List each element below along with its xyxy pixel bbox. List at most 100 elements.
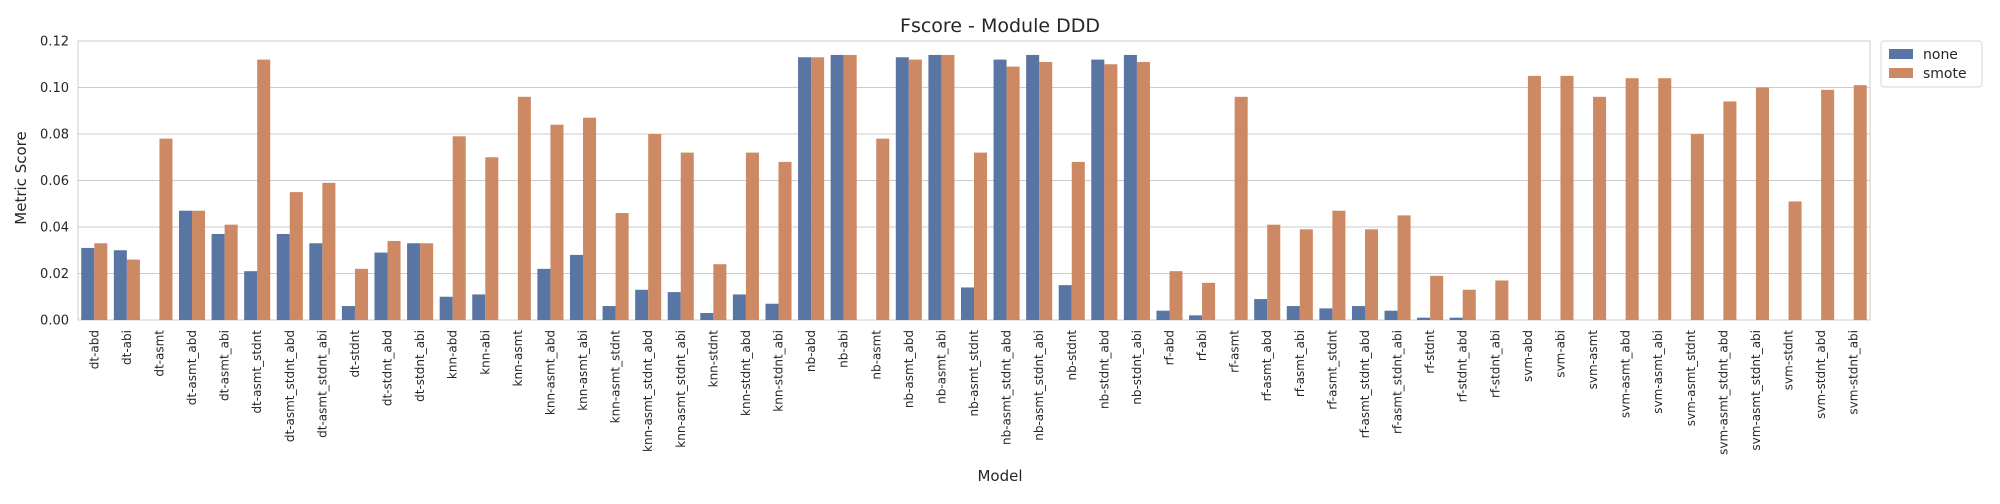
x-tick-label: rf-asmt_stdnt_abd	[1358, 330, 1372, 438]
bar-smote-nb-asmt_stdnt_abi	[1039, 61, 1053, 321]
x-tick-label: svm-asmt_abi	[1651, 330, 1665, 414]
bar-smote-rf-abi	[1202, 282, 1216, 320]
bar-none-knn-asmt_stdnt	[602, 306, 616, 320]
bar-smote-nb-stdnt_abd	[1104, 64, 1118, 320]
bar-smote-rf-asmt_stdnt	[1332, 210, 1346, 320]
axes: 0.00 0.02 0.04 0.06 0.08 0.10 0.12 dt-abd dt-abi…	[40, 35, 1861, 455]
x-tick-label: dt-asmt	[152, 330, 166, 377]
x-tick-label: svm-stdnt_abd	[1814, 330, 1828, 419]
bar-smote-nb-asmt	[876, 138, 890, 320]
bar-none-nb-abd	[798, 57, 812, 321]
x-tick-label: nb-asmt_abd	[902, 330, 916, 408]
bar-smote-svm-asmt_stdnt_abi	[1755, 87, 1769, 320]
x-tick-label: dt-stdnt_abd	[381, 330, 395, 406]
bar-smote-knn-stdnt_abi	[778, 161, 792, 320]
bar-none-knn-abi	[472, 294, 486, 320]
bar-none-knn-asmt_stdnt_abi	[667, 292, 681, 320]
bar-none-dt-asmt_abi	[211, 233, 225, 320]
bar-none-rf-asmt_abd	[1254, 299, 1268, 320]
x-tick-label: knn-asmt_stdnt_abd	[641, 330, 655, 452]
y-tick-label: 0.02	[40, 267, 69, 282]
x-tick-label: knn-asmt_abd	[543, 330, 557, 415]
bar-none-nb-asmt_stdnt_abd	[993, 59, 1007, 320]
y-tick-label: 0.00	[40, 314, 69, 329]
bar-smote-knn-stdnt_abd	[745, 152, 759, 320]
bar-smote-knn-abd	[452, 136, 466, 320]
bar-smote-svm-stdnt_abd	[1821, 89, 1835, 320]
y-tick-label: 0.10	[40, 81, 69, 96]
bar-none-dt-stdnt_abi	[407, 243, 421, 320]
x-tick-label: rf-asmt	[1228, 330, 1242, 373]
bar-smote-knn-asmt	[517, 96, 531, 320]
bar-smote-dt-abi	[126, 259, 140, 320]
bar-smote-rf-abd	[1169, 271, 1183, 320]
bar-smote-dt-stdnt	[354, 268, 368, 320]
x-tick-label: svm-asmt_stdnt_abd	[1716, 330, 1730, 455]
x-tick-label: svm-stdnt	[1782, 330, 1796, 391]
x-tick-label: nb-asmt_stdnt_abi	[1032, 330, 1046, 441]
bar-smote-rf-stdnt_abd	[1462, 289, 1476, 320]
x-tick-label: nb-abi	[837, 330, 851, 368]
y-tick-label: 0.06	[40, 174, 69, 189]
bar-none-nb-asmt_stdnt_abi	[1026, 54, 1040, 320]
bar-smote-svm-asmt_abi	[1658, 78, 1672, 320]
bar-none-dt-abd	[81, 247, 95, 320]
x-tick-label: rf-asmt_stdnt_abi	[1391, 330, 1405, 434]
x-tick-label: rf-asmt_abd	[1260, 330, 1274, 401]
bar-smote-nb-asmt_abi	[941, 54, 955, 320]
bar-smote-rf-asmt_stdnt_abd	[1364, 229, 1379, 320]
bar-smote-nb-stdnt_abi	[1136, 61, 1150, 321]
x-tick-label: rf-abd	[1162, 330, 1176, 365]
bar-none-rf-asmt_stdnt_abi	[1384, 310, 1398, 320]
bar-smote-svm-stdnt_abi	[1853, 85, 1867, 320]
bar-none-nb-stdnt	[1058, 285, 1072, 321]
bar-smote-dt-abd	[94, 243, 108, 320]
x-tick-label: dt-asmt_abd	[185, 330, 199, 405]
x-tick-label: rf-stdnt_abd	[1456, 330, 1470, 402]
x-tick-label: knn-abd	[446, 330, 460, 379]
bar-none-dt-asmt_stdnt_abi	[309, 243, 323, 320]
x-tick-label: dt-asmt_stdnt_abi	[315, 330, 329, 438]
x-tick-label: nb-stdnt	[1065, 330, 1079, 381]
bar-smote-dt-asmt_abi	[224, 224, 238, 320]
bar-none-rf-asmt_stdnt	[1319, 308, 1333, 321]
x-tick-label: knn-stdnt_abi	[772, 330, 786, 412]
x-tick-label: knn-asmt_stdnt	[609, 330, 623, 424]
x-tick-label: knn-abi	[478, 330, 492, 375]
bar-smote-svm-asmt	[1593, 96, 1607, 320]
legend: none smote	[1880, 40, 1983, 88]
bar-smote-rf-stdnt_abi	[1495, 280, 1509, 320]
y-tick-label: 0.04	[40, 221, 69, 236]
x-tick-label: rf-stdnt	[1423, 330, 1437, 374]
bar-none-rf-abi	[1189, 315, 1203, 320]
bar-smote-dt-asmt_stdnt	[257, 59, 271, 320]
bar-smote-knn-asmt_stdnt	[615, 213, 629, 320]
bar-none-dt-asmt_stdnt_abd	[276, 233, 290, 320]
bar-smote-knn-stdnt	[713, 264, 727, 320]
bar-smote-svm-stdnt	[1788, 201, 1802, 320]
x-tick-label: dt-asmt_abi	[218, 330, 232, 401]
chart-title: Fscore - Module DDD	[900, 15, 1100, 37]
bar-smote-dt-asmt_abd	[192, 210, 206, 320]
bar-smote-knn-asmt_stdnt_abd	[648, 134, 662, 320]
x-tick-label: nb-abd	[804, 330, 818, 372]
bar-smote-nb-abi	[843, 54, 857, 320]
x-tick-label: knn-stdnt_abd	[739, 330, 753, 416]
x-tick-label: nb-asmt_stdnt	[967, 330, 981, 417]
x-tick-label: nb-asmt_stdnt_abd	[1000, 330, 1014, 445]
bar-smote-rf-asmt_abi	[1299, 229, 1313, 320]
bar-smote-svm-abd	[1527, 75, 1541, 321]
bar-none-nb-asmt_abd	[895, 57, 909, 321]
x-tick-label: dt-asmt_stdnt_abd	[283, 330, 297, 442]
x-tick-label: knn-stdnt	[706, 330, 720, 388]
x-tick-label: dt-stdnt_abi	[413, 330, 427, 402]
x-tick-label: nb-stdnt_abi	[1130, 330, 1144, 405]
x-tick-label: knn-asmt	[511, 330, 525, 387]
bar-smote-svm-abi	[1560, 75, 1574, 321]
bar-none-rf-abd	[1156, 310, 1170, 320]
bar-none-knn-asmt_abi	[569, 254, 584, 320]
bar-smote-rf-asmt_abd	[1267, 224, 1281, 320]
y-tick-label: 0.12	[40, 35, 69, 50]
